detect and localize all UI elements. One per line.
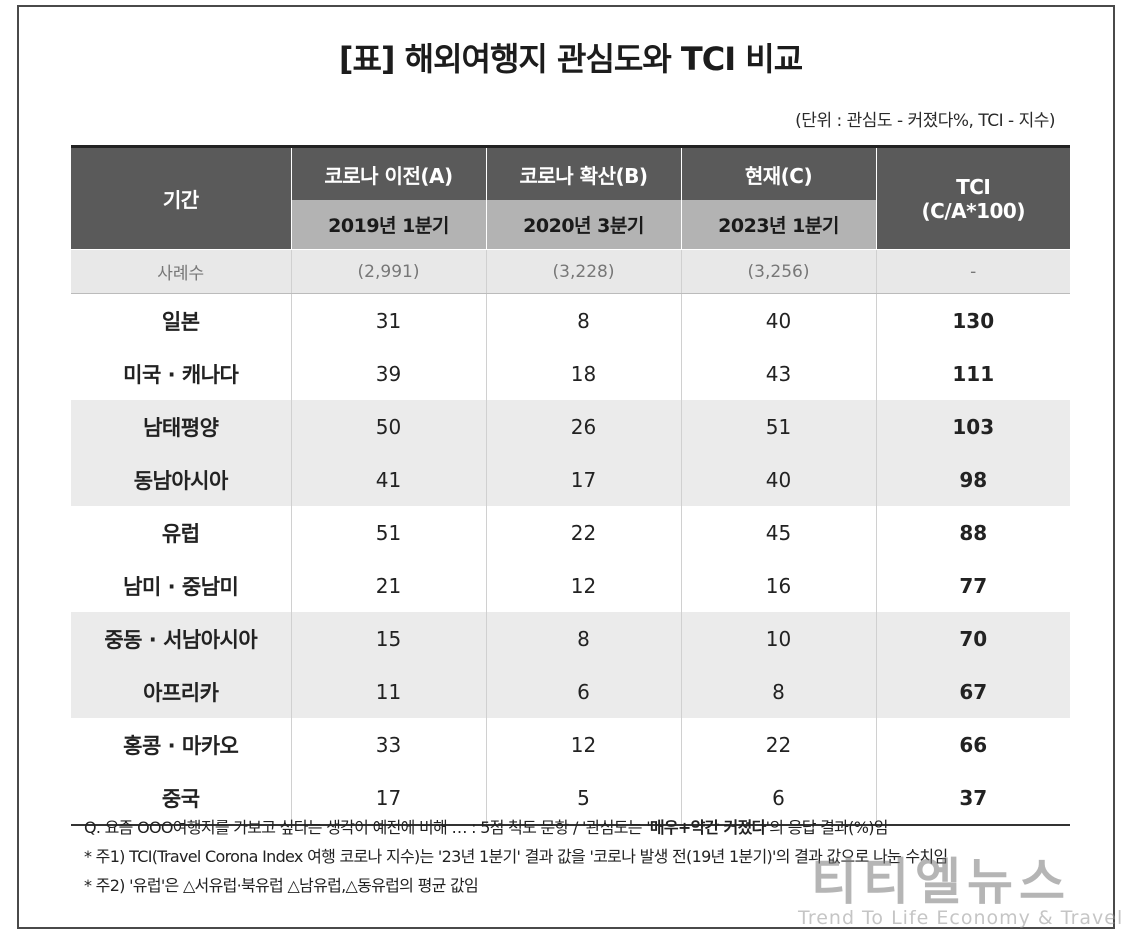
question-note-pre: Q. 요즘 OOO여행지를 가보고 싶다는 생각이 예전에 비해 … : 5점 … [84,818,651,837]
cell-tci: 37 [875,771,1070,826]
watermark-tagline: Trend To Life Economy & Travel [798,907,1124,929]
period-header: 기간 [71,145,292,250]
table-row: 중동 · 서남아시아 15 8 10 70 [71,612,1070,665]
col-b-subheader: 2020년 3분기 [486,200,682,250]
cell-c: 16 [680,559,876,612]
sample-size-c: (3,256) [680,249,876,294]
sample-size-row: 사례수 (2,991) (3,228) (3,256) - [71,249,1070,294]
cell-b: 18 [485,347,681,400]
cell-b: 17 [485,453,681,506]
question-note-post: '의 응답 결과(%)임 [765,818,889,837]
cell-b: 22 [485,506,681,559]
sample-size-label: 사례수 [71,249,291,294]
cell-b: 8 [485,612,681,665]
region-name: 중국 [71,771,291,826]
sample-size-b: (3,228) [485,249,681,294]
cell-tci: 98 [875,453,1070,506]
cell-c: 40 [680,293,876,347]
region-name: 남미 · 중남미 [123,574,239,599]
cell-a: 31 [290,293,486,347]
table-row: 미국 · 캐나다 39 18 43 111 [71,347,1070,400]
cell-a: 39 [290,347,486,400]
question-note-bold: 매우+약간 커졌다 [649,818,766,837]
table-row: 일본 31 8 40 130 [71,293,1070,347]
cell-a: 17 [290,771,486,826]
footnote-1: * 주1) TCI(Travel Corona Index 여행 코로나 지수)… [84,847,948,866]
cell-c: 6 [680,771,876,826]
cell-a: 21 [290,559,486,612]
table-title: [표] 해외여행지 관심도와 TCI 비교 [338,40,803,78]
cell-tci: 103 [875,400,1070,453]
cell-a: 15 [290,612,486,665]
cell-a: 33 [290,718,486,771]
cell-b: 12 [485,559,681,612]
cell-c: 10 [680,612,876,665]
cell-tci: 66 [875,718,1070,771]
region-name: 동남아시아 [71,453,291,506]
region-name: 일본 [161,309,200,334]
cell-b: 6 [485,665,681,718]
region-name: 미국 · 캐나다 [123,362,239,387]
cell-c: 51 [680,400,876,453]
table-row: 아프리카 11 6 8 67 [71,665,1070,718]
tci-header: TCI (C/A*100) [876,145,1070,250]
col-c-header: 현재(C) [681,145,877,200]
sample-size-a: (2,991) [290,249,486,294]
table-row: 홍콩 · 마카오 33 12 22 66 [71,718,1070,771]
cell-c: 45 [680,506,876,559]
cell-a: 11 [290,665,486,718]
sample-size-tci: - [875,249,1070,294]
table-row: 남미 · 중남미 21 12 16 77 [71,559,1070,612]
question-note: Q. 요즘 OOO여행지를 가보고 싶다는 생각이 예전에 비해 … : 5점 … [84,813,947,842]
cell-tci: 67 [875,665,1070,718]
region-name: 중동 · 서남아시아 [71,612,291,665]
cell-b: 26 [485,400,681,453]
region-name: 홍콩 · 마카오 [123,733,239,758]
region-name: 유럽 [161,521,200,546]
cell-tci: 70 [875,612,1070,665]
region-name: 남태평양 [71,400,291,453]
col-b-header: 코로나 확산(B) [486,145,682,200]
cell-tci: 111 [875,347,1070,400]
cell-b: 8 [485,293,681,347]
cell-b: 12 [485,718,681,771]
footnote-2: * 주2) '유럽'은 △서유럽·북유럽 △남유럽,△동유럽의 평균 값임 [84,876,479,895]
cell-b: 5 [485,771,681,826]
cell-c: 40 [680,453,876,506]
table-row: 남태평양 50 26 51 103 [71,400,1070,453]
cell-tci: 130 [875,293,1070,347]
cell-c: 43 [680,347,876,400]
table-row: 유럽 51 22 45 88 [71,506,1070,559]
comparison-table: 기간 코로나 이전(A) 코로나 확산(B) 현재(C) TCI (C/A*10… [71,145,1070,826]
cell-c: 8 [680,665,876,718]
col-a-header: 코로나 이전(A) [291,145,487,200]
col-a-subheader: 2019년 1분기 [291,200,487,250]
cell-a: 51 [290,506,486,559]
tci-header-line1: TCI [956,174,991,199]
tci-header-line2: (C/A*100) [921,198,1026,223]
col-c-subheader: 2023년 1분기 [681,200,877,250]
cell-a: 41 [290,453,486,506]
cell-tci: 88 [875,506,1070,559]
table-body: 사례수 (2,991) (3,228) (3,256) - 일본 31 8 40 130… [71,249,1070,826]
unit-note: (단위 : 관심도 - 커졌다%, TCI - 지수) [795,111,1055,131]
region-name: 아프리카 [71,665,291,718]
cell-tci: 77 [875,559,1070,612]
table-row: 동남아시아 41 17 40 98 [71,453,1070,506]
cell-c: 22 [680,718,876,771]
table-row: 중국 17 5 6 37 [71,771,1070,826]
footnotes: Q. 요즘 OOO여행지를 가보고 싶다는 생각이 예전에 비해 … : 5점 … [84,813,948,900]
cell-a: 50 [290,400,486,453]
watermark-logo: 티티엘뉴스 [811,853,1071,911]
